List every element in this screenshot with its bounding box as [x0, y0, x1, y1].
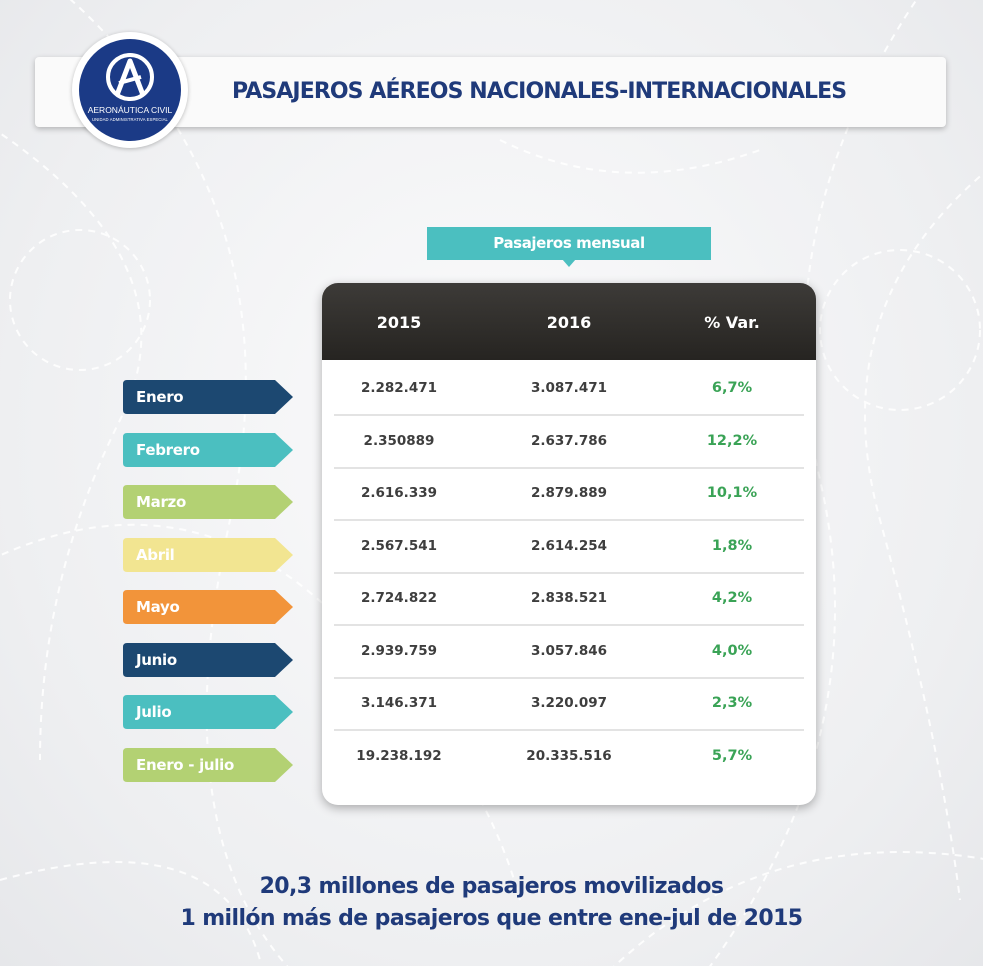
month-tag-arrow-shape [123, 590, 293, 624]
cell-2015: 2.567.541 [360, 537, 437, 554]
cell-variation: 12,2% [706, 432, 758, 449]
month-label: Enero [136, 388, 184, 406]
cell-variation: 2,3% [711, 695, 753, 711]
cell-variation: 5,7% [711, 747, 753, 764]
month-label: Abril [136, 545, 175, 564]
table-row: 2.939.759 3.057.846 4,0% [322, 627, 816, 679]
row-divider [334, 571, 804, 574]
month-tag-arrow-shape [123, 642, 293, 677]
table-row: 2.616.339 2.879.889 10,1% [322, 469, 816, 521]
column-header-2015: 2015 [376, 313, 422, 332]
cell-2015: 3.146.371 [360, 695, 437, 711]
logo-subtitle: UNIDAD ADMINISTRATIVA ESPECIAL [92, 117, 168, 122]
month-tag-arrow-shape [123, 485, 293, 519]
cell-2016: 2.838.521 [530, 590, 607, 606]
month-label: Enero - julio [136, 755, 234, 774]
month-tag-arrow-shape [123, 380, 293, 414]
month-label: Junio [136, 650, 177, 669]
month-tag-arrow-shape [123, 537, 293, 572]
table-title-pointer [562, 259, 576, 267]
data-table: 2015 2016 % Var. 2.282.471 3.087.471 6,7% 2… [322, 283, 816, 805]
month-label: Mayo [136, 598, 180, 616]
table-header: 2015 2016 % Var. [322, 283, 816, 360]
table-row: 19.238.192 20.335.516 5,7% [322, 732, 816, 784]
month-label: Julio [136, 703, 172, 721]
table-row: 3.146.371 3.220.097 2,3% [322, 679, 816, 731]
month-tag-arrow-shape [123, 432, 293, 467]
logo: AERONÁUTICA CIVIL UNIDAD ADMINISTRATIVA … [72, 32, 188, 148]
cell-2015: 2.616.339 [360, 485, 437, 501]
month-tag: Julio [123, 695, 293, 729]
cell-2015: 2.724.822 [360, 590, 437, 606]
cell-2016: 3.220.097 [530, 695, 607, 711]
month-label: Febrero [136, 440, 200, 459]
cell-variation: 6,7% [711, 380, 753, 396]
cell-2016: 3.057.846 [530, 642, 607, 659]
cell-variation: 4,0% [711, 642, 753, 659]
cell-variation: 1,8% [711, 537, 753, 554]
month-tag: Junio [123, 642, 293, 677]
table-row: 2.724.822 2.838.521 4,2% [322, 574, 816, 626]
row-divider [334, 729, 804, 731]
page-title: PASAJEROS AÉREOS NACIONALES-INTERNACIONA… [232, 79, 847, 104]
footer-summary-line-1: 20,3 millones de pasajeros movilizados [259, 874, 724, 899]
cell-2016: 2.879.889 [530, 485, 607, 501]
month-tag: Marzo [123, 485, 293, 519]
month-tag: Febrero [123, 432, 293, 467]
month-tag-arrow-shape [123, 747, 293, 782]
cell-variation: 4,2% [711, 590, 753, 606]
logo-name: AERONÁUTICA CIVIL [87, 105, 173, 115]
row-divider [334, 414, 804, 416]
logo-a-icon [106, 53, 154, 101]
cell-2015: 2.350889 [363, 432, 435, 449]
month-tag: Mayo [123, 590, 293, 624]
logo-badge: AERONÁUTICA CIVIL UNIDAD ADMINISTRATIVA … [79, 39, 181, 141]
table-row: 2.282.471 3.087.471 6,7% [322, 364, 816, 416]
cell-2016: 20.335.516 [526, 747, 612, 764]
cell-2016: 2.614.254 [530, 537, 607, 554]
month-label: Marzo [136, 493, 186, 511]
cell-2016: 3.087.471 [530, 380, 607, 396]
cell-2015: 19.238.192 [356, 747, 442, 764]
month-tag: Abril [123, 537, 293, 572]
row-divider [334, 676, 804, 679]
cell-variation: 10,1% [706, 485, 758, 501]
month-tag-arrow-shape [123, 695, 293, 729]
table-row: 2.567.541 2.614.254 1,8% [322, 522, 816, 574]
cell-2015: 2.282.471 [360, 380, 437, 396]
row-divider [334, 624, 804, 626]
table-title: Pasajeros mensual [427, 227, 711, 260]
cell-2016: 2.637.786 [530, 432, 607, 449]
footer-summary-line-2: 1 millón más de pasajeros que entre ene-… [180, 906, 803, 931]
month-tag: Enero [123, 380, 293, 414]
month-tag: Enero - julio [123, 747, 293, 782]
column-header-2016: 2016 [546, 313, 592, 332]
row-divider [334, 466, 804, 469]
table-row: 2.350889 2.637.786 12,2% [322, 417, 816, 469]
row-divider [334, 519, 804, 521]
column-header-variation: % Var. [704, 313, 760, 332]
cell-2015: 2.939.759 [360, 642, 437, 659]
